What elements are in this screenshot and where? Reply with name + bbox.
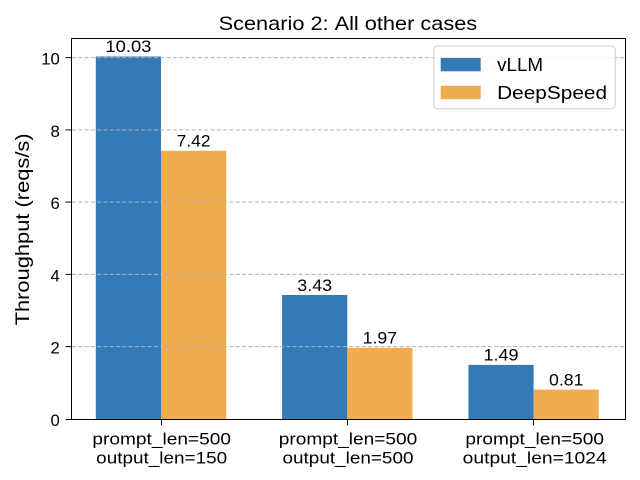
- svg-text:DeepSpeed: DeepSpeed: [497, 83, 607, 103]
- svg-text:output_len=1024: output_len=1024: [463, 449, 607, 468]
- svg-text:2: 2: [51, 339, 60, 358]
- svg-text:0: 0: [51, 411, 60, 430]
- svg-text:10.03: 10.03: [105, 37, 151, 56]
- svg-text:8: 8: [51, 122, 60, 141]
- svg-text:vLLM: vLLM: [497, 55, 543, 75]
- svg-text:7.42: 7.42: [177, 132, 211, 151]
- svg-text:output_len=500: output_len=500: [283, 449, 414, 468]
- svg-text:prompt_len=500: prompt_len=500: [279, 429, 418, 448]
- svg-text:1.97: 1.97: [363, 329, 397, 348]
- svg-text:0.81: 0.81: [549, 370, 583, 389]
- svg-text:3.43: 3.43: [297, 276, 332, 295]
- svg-text:10: 10: [41, 50, 60, 69]
- svg-text:output_len=150: output_len=150: [96, 449, 227, 468]
- svg-text:Throughput (reqs/s): Throughput (reqs/s): [12, 133, 34, 325]
- svg-text:prompt_len=500: prompt_len=500: [465, 429, 604, 448]
- svg-text:Scenario 2:: Scenario 2:: [219, 13, 329, 35]
- svg-text:4: 4: [51, 267, 60, 286]
- svg-text:6: 6: [51, 194, 60, 213]
- svg-text:prompt_len=500: prompt_len=500: [92, 429, 231, 448]
- svg-text:1.49: 1.49: [484, 346, 519, 365]
- svg-text:All other cases: All other cases: [335, 13, 478, 35]
